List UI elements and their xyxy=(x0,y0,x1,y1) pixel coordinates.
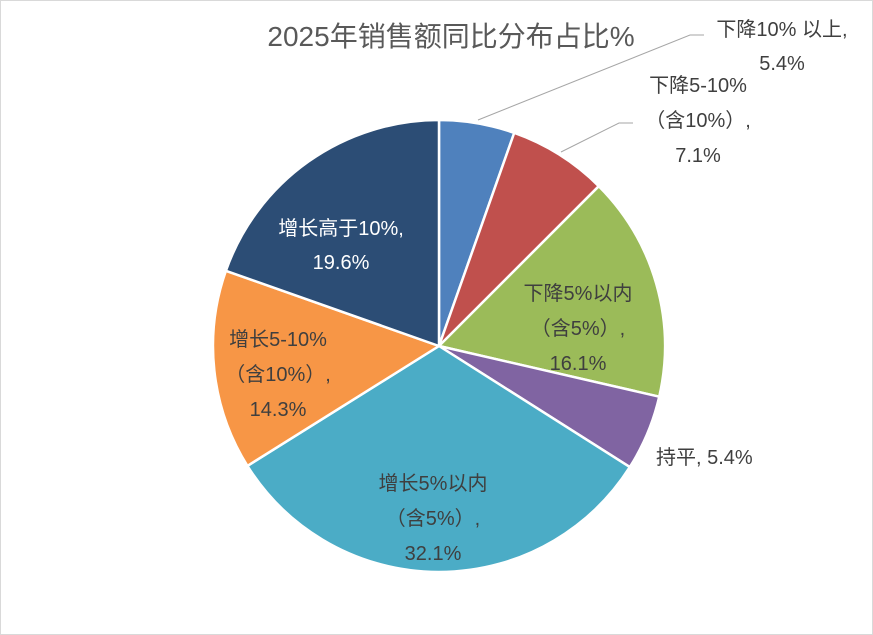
leader-line-decline-over10 xyxy=(477,34,704,121)
pie-slice-2 xyxy=(437,131,601,348)
data-label-line: 7.1% xyxy=(675,145,721,167)
pie-slice-7 xyxy=(224,118,441,348)
data-label-decline-5-10pct: 下降5-10% （含10%）, 7.1% xyxy=(625,69,771,174)
data-label-line: （含5%）, xyxy=(385,508,481,530)
data-label-line: （含5%）, xyxy=(530,318,626,340)
data-label-line: 增长高于10%, xyxy=(278,218,404,240)
data-label-line: 32.1% xyxy=(404,543,462,565)
data-label-line: 5.4% xyxy=(759,53,805,75)
pie-slices-group xyxy=(211,118,667,574)
leader-line-decline-5-10 xyxy=(560,122,633,153)
data-label-line: 下降10% 以上, xyxy=(716,19,848,41)
data-label-line: 增长5-10% xyxy=(229,329,327,351)
data-label-line: 14.3% xyxy=(249,399,307,421)
data-label-flat: 持平, 5.4% xyxy=(656,441,816,476)
data-label-line: （含10%）, xyxy=(225,364,331,386)
chart-title: 2025年销售额同比分布占比% xyxy=(267,21,635,52)
data-label-line: 16.1% xyxy=(549,353,607,375)
data-label-growth-over-10pct: 增长高于10%, 19.6% xyxy=(241,212,441,280)
data-label-line: 19.6% xyxy=(312,252,370,274)
data-label-line: 持平, 5.4% xyxy=(656,447,753,469)
data-label-line: 下降5-10% xyxy=(649,75,747,97)
data-label-decline-within-5pct: 下降5%以内 （含5%）, 16.1% xyxy=(493,277,663,382)
data-label-line: （含10%）, xyxy=(645,110,751,132)
data-label-line: 增长5%以内 xyxy=(378,473,488,495)
pie-slice-3 xyxy=(437,184,667,398)
data-label-decline-over-10pct: 下降10% 以上, 5.4% xyxy=(693,13,871,81)
pie-slice-6 xyxy=(211,269,441,468)
data-label-growth-within-5pct: 增长5%以内 （含5%）, 32.1% xyxy=(348,467,518,572)
pie-slice-5 xyxy=(246,344,632,574)
data-label-line: 下降5%以内 xyxy=(523,283,633,305)
data-label-growth-5-10pct: 增长5-10% （含10%）, 14.3% xyxy=(193,323,363,428)
